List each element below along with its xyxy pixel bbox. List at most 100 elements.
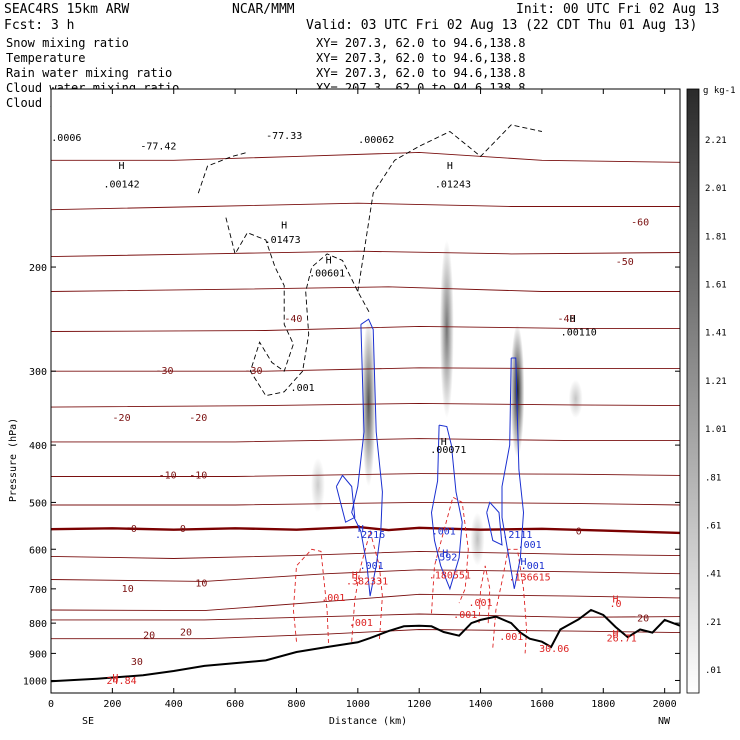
x-tick-label: 1600	[530, 699, 554, 710]
extremum-marker: .001	[521, 561, 545, 572]
extremum-marker: -77.33	[266, 131, 302, 142]
isotherm-line	[51, 367, 680, 372]
colorbar-tick-label: 2.21	[705, 136, 727, 146]
snow-plume	[310, 457, 325, 513]
extremum-marker: .001	[349, 618, 373, 629]
isotherm-label: 20	[637, 613, 649, 624]
isotherm-line	[51, 613, 680, 621]
extremum-marker: H	[281, 220, 287, 231]
isotherm-label: 0	[576, 527, 582, 538]
extrema-markers: H.00142H.01473H.00601.001H.01243H.00071H…	[51, 131, 636, 687]
extremum-marker: H	[613, 595, 619, 606]
extremum-marker: 24.84	[107, 676, 137, 687]
freezing-level	[51, 525, 680, 535]
cloud-ice-contours	[197, 124, 542, 397]
x-tick-label: 1400	[469, 699, 493, 710]
isotherm-label: 20	[143, 631, 155, 642]
y-tick-label: 900	[29, 649, 47, 660]
isotherm-line	[51, 250, 680, 258]
extremum-marker: .00142	[104, 179, 140, 190]
isotherm-line	[51, 473, 680, 477]
isotherm-line	[51, 438, 680, 443]
extremum-marker: .001	[518, 540, 542, 551]
extremum-marker: .00110	[561, 327, 597, 338]
colorbar-labels: 2.21 2.01 1.81 1.61 1.41 1.21 1.01 .81 .61 .41 .21…	[705, 136, 727, 676]
extremum-marker: .01473	[265, 235, 301, 246]
isotherm-label: 0	[131, 524, 137, 535]
y-tick-label: 500	[29, 498, 47, 509]
organization-label: NCAR/MMM	[232, 2, 295, 17]
y-tick-label: 600	[29, 545, 47, 556]
legend-field-name: Temperature	[6, 51, 85, 65]
y-tick-label: 300	[29, 367, 47, 378]
extremum-marker: .592	[433, 553, 457, 564]
y-tick-label: 200	[29, 263, 47, 274]
isotherm-line	[51, 325, 680, 332]
legend-field-xy: XY= 207.3, 62.0 to 94.6,138.8	[316, 51, 526, 65]
cloud-ice-contour	[357, 124, 542, 292]
y-tick-label: 700	[29, 585, 47, 596]
isotherm-label: 0	[180, 524, 186, 535]
rain-contour	[292, 548, 330, 648]
extremum-marker: .001	[291, 383, 315, 394]
extremum-marker: .136615	[509, 573, 551, 584]
extremum-marker: H	[613, 629, 619, 640]
extremum-marker: H	[119, 161, 125, 172]
cloud-water-contour	[351, 318, 383, 597]
extremum-marker: .00071	[430, 445, 466, 456]
isotherm-label: -10	[189, 470, 207, 481]
init-time: Init: 00 UTC Fri 02 Aug 13	[516, 2, 720, 17]
isotherm-label: -10	[159, 470, 177, 481]
x-axis-left-end: SE	[82, 716, 94, 727]
rain-contour	[492, 548, 528, 654]
extremum-marker: .001	[360, 561, 384, 572]
y-tick-label: 800	[29, 619, 47, 630]
x-tick-label: 2000	[653, 699, 677, 710]
extremum-marker: 30.06	[539, 644, 569, 655]
x-tick-label: 200	[103, 699, 121, 710]
plot-frame	[50, 88, 681, 694]
isotherm-label: -20	[189, 413, 207, 424]
cloud-water-contour	[335, 474, 356, 523]
extremum-marker: H	[112, 673, 118, 684]
y-tick-label: 1000	[23, 676, 47, 687]
extremum-marker: 26.71	[607, 634, 637, 645]
extremum-marker: H	[358, 524, 364, 535]
snow-plume	[470, 512, 485, 566]
cloud-ice-contour	[197, 151, 248, 194]
colorbar-tick-label: .81	[705, 473, 721, 483]
legend-field-name: Snow mixing ratio	[6, 36, 129, 50]
isotherm-line	[51, 593, 680, 612]
colorbar-tick-label: .61	[705, 521, 721, 531]
terrain-line	[51, 608, 680, 683]
snow-plume	[510, 324, 525, 458]
cloud-ice-contour	[225, 217, 371, 397]
extremum-marker: H	[441, 437, 447, 448]
isotherm-line	[51, 402, 680, 408]
isotherm-line	[51, 550, 680, 559]
snow-plume	[361, 319, 376, 487]
extremum-marker: .2216	[355, 530, 385, 541]
colorbar-tick-label: .21	[705, 618, 721, 628]
extremum-marker: .2111	[502, 530, 532, 541]
colorbar-unit: g kg-1	[703, 86, 736, 96]
x-tick-label: 800	[287, 699, 305, 710]
isotherm-label: 10	[195, 578, 207, 589]
valid-time: Valid: 03 UTC Fri 02 Aug 13 (22 CDT Thu …	[306, 18, 697, 33]
x-tick-label: 400	[165, 699, 183, 710]
isotherm-label: -40	[284, 314, 302, 325]
x-tick-label: 1200	[407, 699, 431, 710]
isotherm-label: 30	[131, 657, 143, 668]
legend-field-name: Rain water mixing ratio	[6, 66, 172, 80]
extremum-marker: .0006	[51, 133, 81, 144]
snow-plume	[439, 239, 454, 419]
cloud-water-contours	[335, 318, 525, 597]
colorbar-tick-label: 2.01	[705, 184, 727, 194]
isotherm-label: -50	[616, 257, 634, 268]
colorbar-tick-label: 1.61	[705, 281, 727, 291]
isotherm-line	[51, 629, 680, 640]
isotherm-label: -30	[155, 366, 173, 377]
snow-plume	[568, 379, 583, 419]
